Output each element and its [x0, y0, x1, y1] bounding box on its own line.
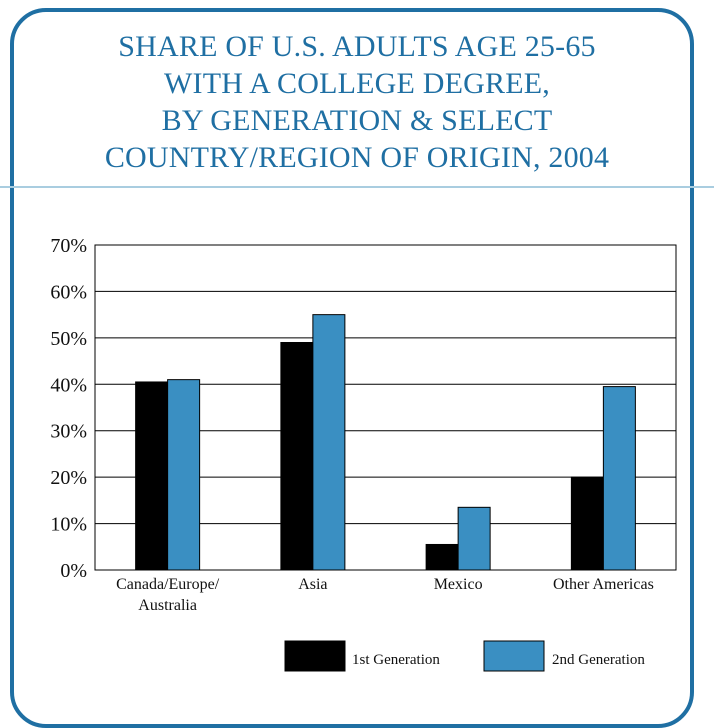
bar-first-gen [570, 476, 604, 571]
bar-chart: 0% 10% 20% 30% 40% 50% 60% 70% Canada/Europe/Au… [50, 235, 677, 672]
x-category-label: Mexico [434, 576, 483, 593]
legend-swatch-first-gen [284, 640, 346, 672]
legend-label: 1st Generation [352, 652, 440, 668]
bar-first-gen [425, 543, 459, 571]
y-tick-label: 10% [50, 514, 87, 536]
chart-title: SHARE OF U.S. ADULTS AGE 25-65 WITH A CO… [0, 28, 714, 176]
y-tick-label: 50% [50, 328, 87, 350]
bar-second-gen [602, 386, 636, 571]
bars [135, 314, 636, 571]
chart-frame [10, 8, 694, 728]
legend-label: 2nd Generation [552, 652, 645, 668]
title-divider [0, 186, 714, 188]
y-tick-label: 20% [50, 467, 87, 489]
title-line-4: COUNTRY/REGION OF ORIGIN, 2004 [104, 141, 610, 174]
legend-swatch-second-gen [483, 640, 545, 672]
x-category-label: Canada/Europe/ [116, 576, 220, 593]
x-category-label: Asia [298, 576, 327, 593]
y-tick-label: 70% [50, 235, 87, 257]
bar-second-gen [167, 379, 201, 571]
title-line-2: WITH A COLLEGE DEGREE, [163, 67, 550, 100]
y-tick-label: 60% [50, 281, 87, 303]
x-category-label: Australia [138, 597, 197, 614]
bar-second-gen [457, 506, 491, 571]
x-category-label: Other Americas [553, 576, 654, 593]
y-axis-labels: 0% 10% 20% 30% 40% 50% 60% 70% [50, 235, 87, 582]
bar-first-gen [135, 381, 169, 571]
bar-second-gen [312, 314, 346, 571]
title-line-3: BY GENERATION & SELECT [161, 104, 553, 137]
legend: 1st Generation 2nd Generation [284, 640, 645, 672]
bar-first-gen [280, 342, 314, 571]
title-line-1: SHARE OF U.S. ADULTS AGE 25-65 [118, 30, 596, 63]
y-tick-label: 0% [60, 560, 87, 582]
x-axis-labels: Canada/Europe/Australia Asia Mexico Other A… [116, 576, 654, 614]
plot-border [94, 244, 677, 571]
y-tick-label: 30% [50, 421, 87, 443]
y-tick-label: 40% [50, 374, 87, 396]
